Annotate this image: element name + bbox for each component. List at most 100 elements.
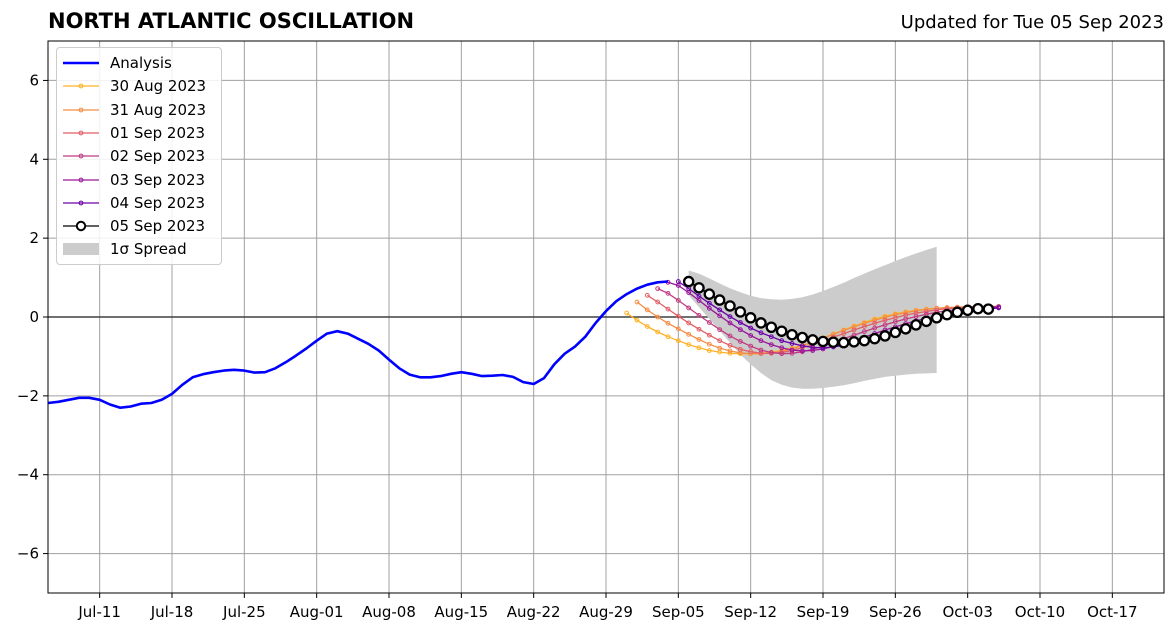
forecast-point bbox=[727, 342, 733, 348]
x-tick-label: Sep-12 bbox=[724, 603, 777, 621]
forecast-point bbox=[706, 348, 712, 353]
x-tick-label: Jul-25 bbox=[222, 603, 266, 621]
x-tick-label: Sep-19 bbox=[797, 603, 850, 621]
forecast-point bbox=[734, 306, 747, 318]
x-tick-label: Jul-11 bbox=[77, 603, 121, 621]
forecast-point bbox=[961, 304, 974, 317]
forecast-point bbox=[655, 299, 661, 305]
forecast-point bbox=[675, 338, 681, 344]
forecast-point bbox=[717, 327, 723, 333]
legend-label: 03 Sep 2023 bbox=[110, 170, 206, 189]
forecast-point bbox=[789, 341, 795, 346]
legend-swatch bbox=[63, 107, 99, 112]
forecast-point bbox=[644, 292, 650, 298]
legend-swatch bbox=[63, 153, 99, 159]
forecast-point bbox=[768, 334, 774, 340]
forecast-point bbox=[744, 312, 757, 324]
forecast-point bbox=[696, 345, 702, 351]
forecast-point bbox=[727, 333, 733, 339]
y-tick-label: −2 bbox=[17, 387, 39, 405]
forecast-point bbox=[899, 323, 912, 335]
forecast-point bbox=[830, 331, 836, 337]
forecast-point bbox=[737, 320, 743, 325]
forecast-point bbox=[765, 321, 778, 334]
forecast-point bbox=[644, 324, 650, 329]
forecast-point bbox=[882, 317, 888, 323]
forecast-point bbox=[686, 331, 692, 337]
forecast-point bbox=[706, 341, 712, 347]
forecast-point bbox=[655, 329, 661, 335]
forecast-point bbox=[682, 275, 695, 288]
forecast-point bbox=[796, 331, 809, 344]
axes bbox=[43, 40, 1165, 598]
forecast-point bbox=[789, 350, 795, 356]
forecast-point bbox=[775, 325, 788, 337]
forecast-point bbox=[841, 331, 847, 336]
forecast-point bbox=[841, 328, 847, 333]
y-tick-label: 0 bbox=[29, 308, 39, 326]
legend-swatch bbox=[63, 200, 99, 206]
forecast-point bbox=[779, 338, 785, 344]
forecast-point bbox=[872, 325, 878, 331]
forecast-point bbox=[665, 290, 671, 296]
legend-swatch bbox=[63, 177, 99, 182]
forecast-point bbox=[910, 319, 922, 331]
legend-item: 01 Sep 2023 bbox=[57, 123, 221, 143]
x-tick-label: Jul-18 bbox=[150, 603, 194, 621]
forecast-point bbox=[817, 335, 829, 348]
forecast-point bbox=[920, 315, 933, 328]
x-tick-label: Aug-22 bbox=[507, 603, 561, 621]
legend-label: 02 Sep 2023 bbox=[110, 147, 206, 166]
legend-label: 05 Sep 2023 bbox=[110, 217, 206, 236]
legend: Analysis 30 Aug 2023 31 Aug 2023 01 Sep 202… bbox=[56, 47, 222, 265]
forecast-point bbox=[903, 316, 909, 322]
forecast-point bbox=[882, 322, 888, 328]
y-tick-label: −4 bbox=[17, 466, 39, 484]
chart-title: NORTH ATLANTIC OSCILLATION bbox=[48, 9, 415, 33]
forecast-point bbox=[686, 305, 692, 311]
x-tick-label: Oct-03 bbox=[942, 603, 992, 621]
spread-band-group bbox=[688, 246, 937, 389]
forecast-point bbox=[748, 349, 754, 355]
tick-labels: Jul-11 Jul-18 Jul-25 Aug-01 Aug-08 Aug-15 Aug-… bbox=[17, 71, 1138, 621]
forecast-point bbox=[706, 305, 712, 311]
forecast-point bbox=[758, 338, 764, 344]
legend-swatch bbox=[63, 243, 99, 256]
forecast-point bbox=[724, 300, 736, 312]
forecast-point bbox=[758, 347, 764, 353]
y-tick-label: 2 bbox=[29, 229, 39, 247]
forecast-point bbox=[799, 343, 805, 349]
forecast-point bbox=[665, 320, 671, 326]
forecast-point bbox=[748, 343, 754, 349]
legend-label: 31 Aug 2023 bbox=[110, 100, 207, 119]
legend-swatch bbox=[63, 61, 99, 65]
forecast-point bbox=[634, 299, 640, 305]
grid-lines bbox=[48, 41, 1164, 593]
forecast-point bbox=[789, 347, 795, 353]
legend-item: 05 Sep 2023 bbox=[57, 216, 221, 236]
forecast-point bbox=[703, 288, 716, 300]
legend-swatch bbox=[63, 220, 99, 232]
forecast-point bbox=[827, 336, 840, 348]
forecast-point bbox=[717, 345, 723, 351]
series-lines bbox=[47, 275, 1002, 410]
forecast-point bbox=[696, 326, 702, 332]
forecast-point bbox=[686, 342, 692, 348]
forecast-point bbox=[930, 312, 943, 324]
forecast-point bbox=[872, 320, 878, 326]
forecast-point bbox=[872, 317, 878, 323]
legend-item: Analysis bbox=[57, 53, 221, 73]
forecast-point bbox=[941, 308, 953, 321]
forecast-point bbox=[889, 326, 902, 339]
forecast-point bbox=[851, 324, 857, 330]
forecast-point bbox=[779, 345, 785, 351]
forecast-point bbox=[861, 320, 867, 326]
forecast-point bbox=[806, 334, 819, 346]
forecast-point bbox=[675, 313, 681, 319]
forecast-point bbox=[706, 320, 712, 325]
forecast-point bbox=[737, 327, 743, 333]
forecast-point bbox=[768, 342, 774, 348]
legend-label: Analysis bbox=[110, 54, 172, 72]
forecast-point bbox=[655, 286, 661, 292]
forecast-point bbox=[675, 298, 681, 303]
